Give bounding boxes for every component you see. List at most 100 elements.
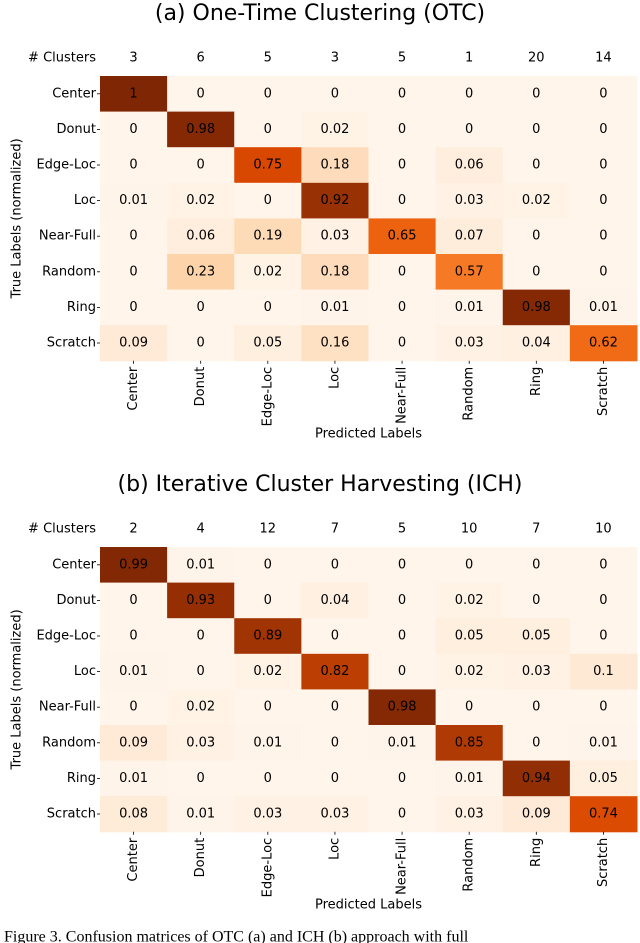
heatmap-cell <box>368 218 437 255</box>
cluster-count: 14 <box>595 51 612 66</box>
heatmap-cell <box>100 689 168 726</box>
cell-label: 0.03 <box>455 193 484 208</box>
cell-label: 0.19 <box>253 229 282 244</box>
cell-label: 0.99 <box>119 557 148 572</box>
x-axis-label: Predicted Labels <box>315 426 422 441</box>
cell-label: 0 <box>331 629 339 644</box>
cell-label: 0 <box>197 158 205 173</box>
heatmap-cell <box>301 76 369 113</box>
cell-label: 0.93 <box>186 593 215 608</box>
heatmap-cell <box>100 182 168 219</box>
cell-label: 0 <box>129 122 137 137</box>
heatmap-cell <box>368 653 437 690</box>
cluster-count: 3 <box>129 51 137 66</box>
heatmap-cell <box>100 111 168 148</box>
heatmap-cell <box>502 182 571 219</box>
heatmap-cell <box>368 325 437 362</box>
heatmap-cell <box>301 218 369 255</box>
cell-label: 0 <box>264 557 272 572</box>
cell-label: 0 <box>599 86 607 101</box>
x-tick-label: Center <box>126 837 141 881</box>
cell-label: 0.03 <box>522 664 551 679</box>
cell-label: 0 <box>599 557 607 572</box>
cell-label: 0 <box>532 593 540 608</box>
cell-label: 0 <box>465 557 473 572</box>
heatmap-cell <box>167 618 235 655</box>
cell-label: 0 <box>465 700 473 715</box>
y-tick-label: Ring <box>67 300 96 315</box>
cell-label: 0 <box>599 122 607 137</box>
cell-label: 0.01 <box>589 300 618 315</box>
cell-label: 0.02 <box>186 193 215 208</box>
cell-label: 0 <box>129 264 137 279</box>
y-tick-label: Center <box>52 86 96 101</box>
x-tick-label: Donut <box>193 367 208 407</box>
cell-label: 0.01 <box>320 300 349 315</box>
cell-label: 0 <box>264 593 272 608</box>
cell-label: 0.03 <box>253 807 282 822</box>
cell-label: 0.07 <box>455 229 484 244</box>
cell-label: 0.09 <box>119 336 148 351</box>
heatmap-cell <box>167 325 235 362</box>
heatmap-cell <box>100 289 168 326</box>
y-tick-label: Random <box>42 264 96 279</box>
cell-label: 1 <box>129 86 137 101</box>
cell-label: 0 <box>129 229 137 244</box>
heatmap-cell <box>301 325 369 362</box>
cluster-count: 4 <box>197 522 205 537</box>
heatmap-cell <box>569 76 638 113</box>
cell-label: 0.05 <box>589 771 618 786</box>
heatmap-cell <box>569 653 638 690</box>
x-tick-label: Scratch <box>596 838 611 887</box>
cell-label: 0 <box>532 700 540 715</box>
heatmap-cell <box>569 218 638 255</box>
heatmap-cell <box>234 254 302 291</box>
cell-label: 0.01 <box>186 807 215 822</box>
cluster-count: 6 <box>197 51 205 66</box>
heatmap-cell <box>301 725 369 762</box>
heatmap-cell <box>167 796 235 833</box>
heatmap-cell <box>167 182 235 219</box>
x-tick-label: Center <box>126 366 141 410</box>
heatmap-cell <box>234 289 302 326</box>
heatmap-cell <box>301 582 369 619</box>
heatmap-cell <box>234 689 302 726</box>
heatmap-cell <box>100 796 168 833</box>
cluster-count: 1 <box>465 51 473 66</box>
cell-label: 0 <box>532 735 540 750</box>
cell-label: 0 <box>465 122 473 137</box>
heatmap-cell <box>435 653 504 690</box>
cell-label: 0 <box>398 557 406 572</box>
heatmap-cell <box>435 289 504 326</box>
cell-label: 0.62 <box>589 336 618 351</box>
cell-label: 0 <box>532 158 540 173</box>
y-axis-label: True Labels (normalized) <box>10 138 25 299</box>
heatmap-cell <box>100 653 168 690</box>
cluster-count: 20 <box>528 51 545 66</box>
heatmap-cell <box>234 547 302 584</box>
cell-label: 0 <box>532 229 540 244</box>
cell-label: 0 <box>264 86 272 101</box>
cell-label: 0 <box>398 807 406 822</box>
heatmap-cell <box>502 689 571 726</box>
cell-label: 0.02 <box>455 593 484 608</box>
chart-title: (b) Iterative Cluster Harvesting (ICH) <box>118 472 523 497</box>
heatmap-cell <box>502 147 571 184</box>
cell-label: 0 <box>129 300 137 315</box>
cell-label: 0.01 <box>186 557 215 572</box>
heatmap-cell <box>167 147 235 184</box>
x-tick-label: Ring <box>529 838 544 867</box>
heatmap-cell <box>167 289 235 326</box>
y-tick-label: Near-Full <box>39 229 96 244</box>
heatmap-cell <box>435 182 504 219</box>
cell-label: 0.08 <box>119 807 148 822</box>
cluster-count: 3 <box>331 51 339 66</box>
x-tick-label: Edge-Loc <box>260 838 275 898</box>
cell-label: 0 <box>331 735 339 750</box>
heatmap-cell <box>301 689 369 726</box>
heatmap-cell <box>435 582 504 619</box>
cell-label: 0.02 <box>186 700 215 715</box>
heatmap-cell <box>100 147 168 184</box>
heatmap-cell <box>100 725 168 762</box>
